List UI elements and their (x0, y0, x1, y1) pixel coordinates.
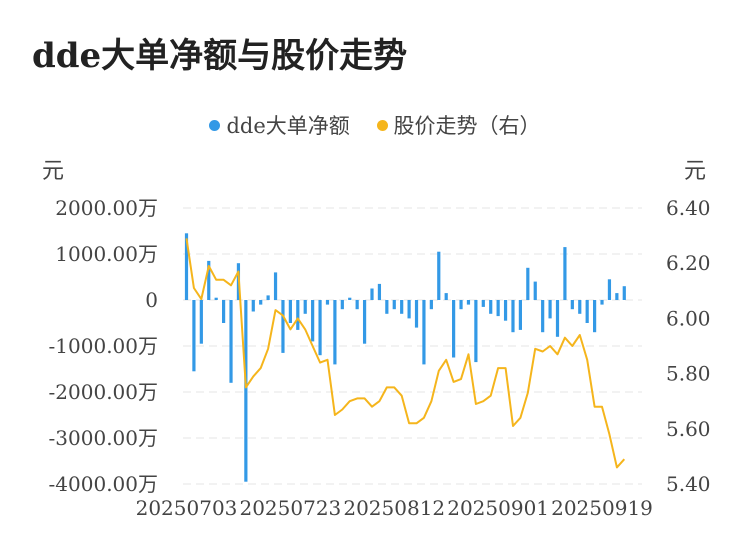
bar (311, 300, 315, 342)
bar (422, 300, 426, 365)
bar (229, 300, 233, 383)
bar (348, 297, 352, 300)
bar (296, 300, 300, 330)
bar (518, 300, 522, 330)
bar (303, 300, 307, 314)
legend-label-dde: dde大单净额 (226, 114, 350, 138)
left-tick-label: 0 (145, 288, 158, 312)
bar (511, 300, 515, 333)
bar (548, 300, 552, 319)
bar (444, 293, 448, 300)
bar (362, 300, 367, 344)
bar (392, 300, 396, 310)
bar (192, 300, 196, 372)
legend-item-price[interactable]: 股价走势（右） (376, 110, 541, 140)
bar (184, 233, 189, 300)
bar (526, 267, 530, 300)
bar (489, 300, 493, 314)
x-tick-label: 20250901 (447, 496, 549, 520)
bar (459, 300, 463, 310)
right-tick-label: 6.20 (666, 251, 711, 275)
line-series (185, 238, 626, 469)
bar (481, 300, 485, 307)
x-tick-label: 20250919 (551, 496, 653, 520)
bar (466, 300, 471, 305)
right-axis-unit: 元 (684, 159, 706, 184)
bar-series (184, 233, 626, 482)
bar (340, 300, 344, 310)
bar (222, 300, 226, 323)
bar (251, 300, 255, 312)
bar (318, 300, 322, 356)
legend: dde大单净额 股价走势（右） (0, 110, 750, 140)
bar (333, 300, 337, 365)
left-axis-unit: 元 (42, 159, 64, 184)
bar (244, 300, 248, 482)
bar (503, 300, 508, 321)
x-tick-label: 20250723 (239, 496, 341, 520)
left-tick-label: -3000.00万 (49, 426, 158, 450)
x-tick-label: 20250812 (343, 496, 445, 520)
bar (585, 300, 589, 323)
legend-line-circle-icon (376, 120, 388, 131)
right-tick-label: 6.40 (666, 196, 711, 220)
bar (541, 300, 545, 333)
bar (452, 300, 456, 358)
right-tick-label: 5.80 (666, 362, 711, 386)
legend-item-dde[interactable]: dde大单净额 (209, 110, 350, 140)
x-tick-label: 20250703 (136, 496, 238, 520)
left-tick-label: -4000.00万 (49, 472, 158, 496)
bar (533, 281, 537, 300)
bar (259, 300, 263, 305)
left-tick-label: -2000.00万 (49, 380, 158, 404)
bar (207, 260, 211, 300)
bar (355, 300, 359, 310)
bar (578, 300, 582, 314)
bar (288, 300, 292, 323)
bar (607, 279, 612, 300)
left-tick-label: -1000.00万 (49, 334, 158, 358)
bar (429, 300, 433, 310)
bar (377, 283, 382, 300)
bar (496, 300, 500, 317)
bar (266, 295, 270, 300)
bar (593, 300, 597, 333)
bar (414, 300, 419, 328)
bar (563, 247, 567, 300)
bar (474, 300, 478, 363)
chart-title: dde大单净额与股价走势 (32, 36, 408, 76)
bar (281, 300, 285, 353)
legend-label-price: 股价走势（右） (393, 114, 541, 138)
right-tick-label: 5.60 (666, 417, 711, 441)
right-tick-label: 5.40 (666, 472, 711, 496)
bar (407, 300, 411, 319)
bar (273, 272, 278, 300)
price-line (185, 238, 626, 469)
bar (437, 251, 441, 300)
left-tick-label: 2000.00万 (55, 196, 158, 220)
bar (370, 288, 374, 300)
bar (615, 293, 619, 300)
axes: 元 元 2000.00万 1000.00万 0 -1000.00万 -2000.00万 -… (42, 159, 711, 520)
bar (199, 300, 203, 344)
bar (385, 300, 389, 314)
right-tick-label: 6.00 (666, 306, 711, 330)
bar (600, 300, 604, 305)
bar (400, 300, 404, 314)
bar (622, 286, 626, 300)
left-tick-label: 1000.00万 (55, 242, 158, 266)
bar (570, 300, 574, 310)
bar (325, 300, 330, 305)
legend-bar-circle-icon (209, 120, 221, 131)
bar (214, 297, 218, 300)
bar (555, 300, 560, 337)
